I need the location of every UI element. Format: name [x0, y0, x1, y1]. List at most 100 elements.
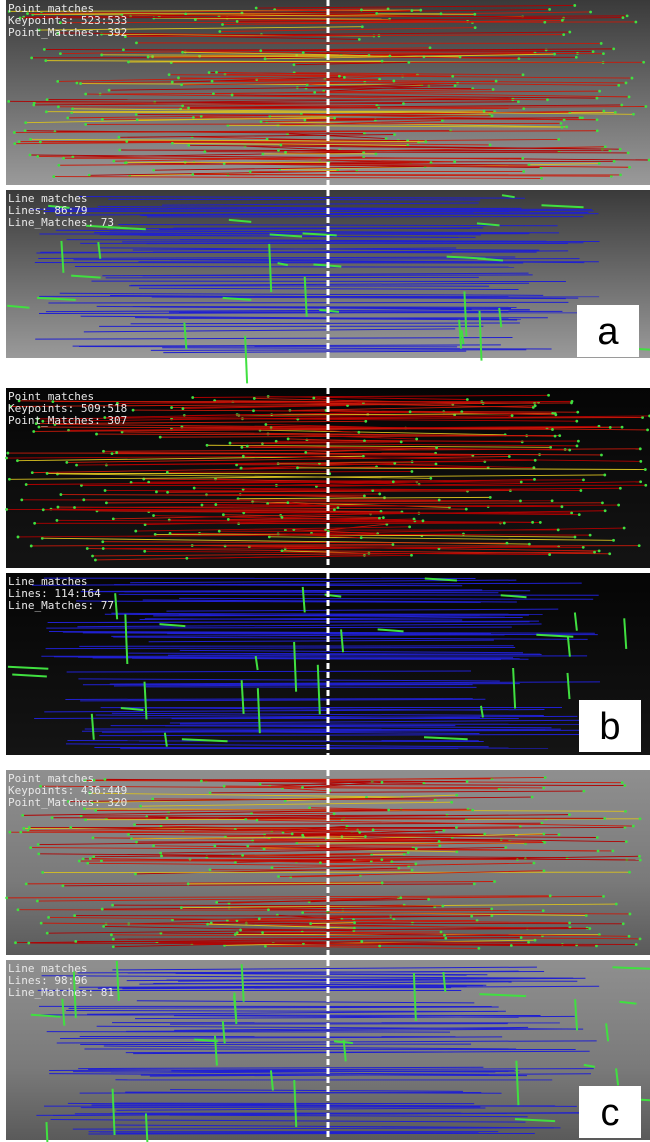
keypoint — [612, 539, 615, 542]
keypoint — [5, 896, 8, 899]
keypoint — [39, 141, 42, 144]
keypoint — [551, 428, 554, 431]
keypoint — [313, 91, 316, 94]
keypoint — [632, 113, 635, 116]
keypoint — [429, 477, 432, 480]
keypoint — [8, 478, 11, 481]
keypoint — [57, 506, 60, 509]
keypoint — [399, 896, 402, 899]
keypoint — [215, 901, 218, 904]
keypoint — [624, 810, 627, 813]
line-match — [151, 350, 526, 351]
keypoint — [483, 833, 486, 836]
line-match — [112, 1103, 474, 1104]
keypoint — [127, 833, 130, 836]
keypoint — [557, 138, 560, 141]
keypoint — [581, 117, 584, 120]
keypoint — [42, 508, 45, 511]
keypoint — [151, 798, 154, 801]
keypoint — [491, 114, 494, 117]
keypoint — [218, 30, 221, 33]
line-match — [79, 646, 513, 647]
keypoint — [621, 781, 624, 784]
keypoint — [111, 904, 114, 907]
keypoint — [411, 869, 414, 872]
keypoint — [101, 118, 104, 121]
keypoint — [639, 447, 642, 450]
keypoint — [430, 161, 433, 164]
keypoint — [573, 4, 576, 7]
keypoint — [634, 21, 637, 24]
keypoint — [639, 937, 642, 940]
keypoint — [19, 831, 22, 834]
keypoint — [360, 9, 363, 12]
keypoint — [249, 170, 252, 173]
keypoint — [20, 498, 23, 501]
keypoint — [382, 516, 385, 519]
keypoint — [543, 21, 546, 24]
keypoint — [57, 164, 60, 167]
keypoint — [65, 461, 68, 464]
keypoint — [31, 471, 34, 474]
keypoint — [223, 785, 226, 788]
keypoint — [308, 806, 311, 809]
keypoint — [301, 911, 304, 914]
keypoint — [284, 151, 287, 154]
keypoint — [115, 451, 118, 454]
keypoint — [277, 875, 280, 878]
keypoint — [547, 394, 550, 397]
point-match-line — [263, 932, 441, 933]
keypoint — [82, 498, 85, 501]
keypoint — [166, 491, 169, 494]
keypoint — [14, 941, 17, 944]
keypoint — [112, 938, 115, 941]
keypoint — [589, 534, 592, 537]
keypoint — [443, 934, 446, 937]
keypoint — [490, 907, 493, 910]
keypoint — [441, 119, 444, 122]
keypoint — [5, 508, 8, 511]
keypoint — [246, 845, 249, 848]
keypoint — [527, 941, 530, 944]
keypoint — [561, 19, 564, 22]
keypoint — [531, 521, 534, 524]
keypoint — [130, 837, 133, 840]
keypoint — [104, 489, 107, 492]
keypoint — [86, 547, 89, 550]
keypoint — [30, 545, 33, 548]
keypoint — [568, 921, 571, 924]
keypoint — [242, 455, 245, 458]
keypoint — [36, 900, 39, 903]
keypoint — [438, 844, 441, 847]
keypoint — [506, 542, 509, 545]
keypoint — [73, 506, 76, 509]
keypoint — [639, 480, 642, 483]
keypoint — [168, 73, 171, 76]
keypoint — [94, 809, 97, 812]
keypoint — [543, 841, 546, 844]
keypoint — [489, 496, 492, 499]
keypoint — [187, 144, 190, 147]
keypoint — [623, 784, 626, 787]
keypoint — [629, 913, 632, 916]
keypoint — [449, 129, 452, 132]
keypoint — [601, 501, 604, 504]
keypoint — [154, 533, 157, 536]
keypoint — [553, 53, 556, 56]
keypoint — [585, 914, 588, 917]
line-match — [106, 277, 479, 278]
keypoint — [625, 82, 628, 85]
keypoint — [611, 849, 614, 852]
keypoint — [241, 854, 244, 857]
keypoint — [451, 75, 454, 78]
keypoint — [259, 49, 262, 52]
keypoint — [160, 855, 163, 858]
line-match — [48, 302, 568, 303]
keypoint — [442, 829, 445, 832]
keypoint — [44, 59, 47, 62]
keypoint — [628, 166, 631, 169]
keypoint — [152, 169, 155, 172]
keypoint — [268, 535, 271, 538]
keypoint — [171, 81, 174, 84]
keypoint — [570, 512, 573, 515]
